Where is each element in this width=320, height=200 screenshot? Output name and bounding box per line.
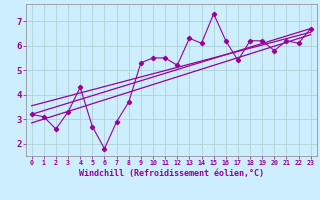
X-axis label: Windchill (Refroidissement éolien,°C): Windchill (Refroidissement éolien,°C): [79, 169, 264, 178]
